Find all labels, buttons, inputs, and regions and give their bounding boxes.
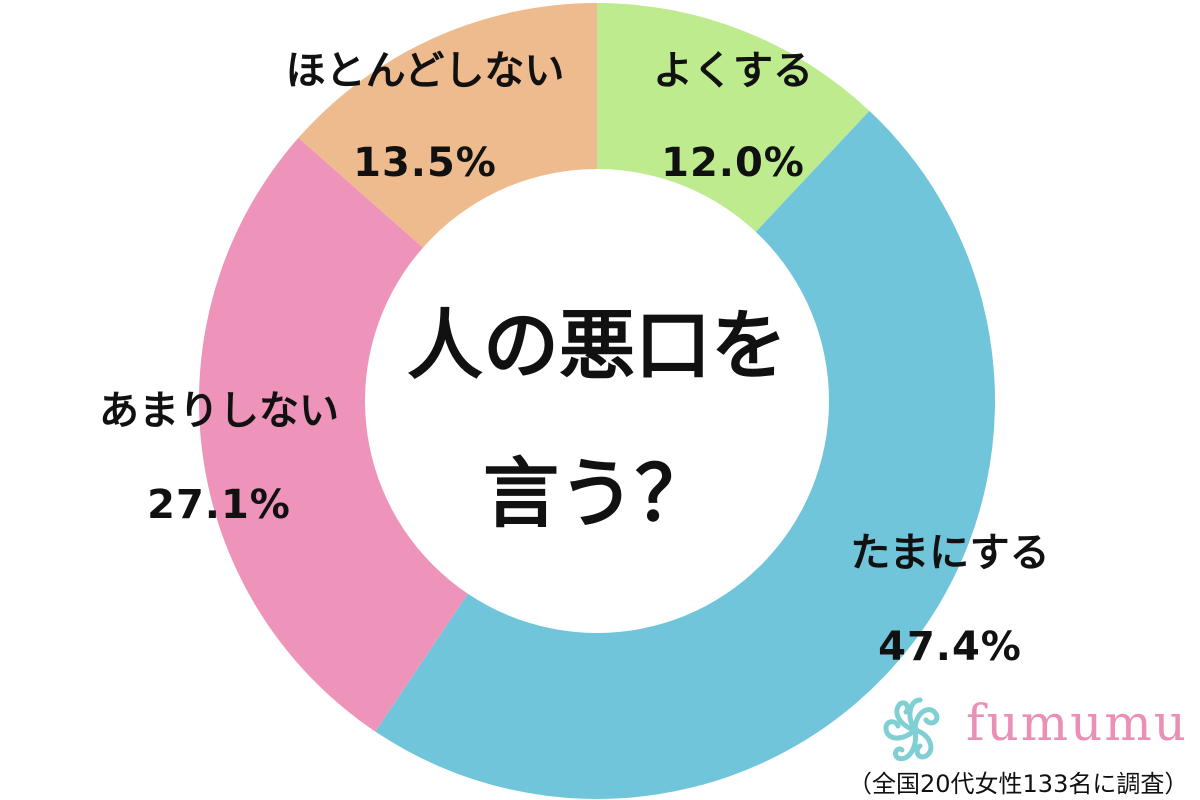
slice-value-tamanisuru: 47.4%: [878, 624, 1022, 670]
survey-footnote: （全国20代女性133名に調査）: [848, 770, 1189, 798]
donut-hole: [365, 169, 829, 633]
slice-label-yokusuru: よくする: [653, 48, 813, 94]
slice-label-amarishinai: あまりしない: [99, 388, 339, 434]
slice-label-tamanisuru: たまにする: [850, 530, 1049, 576]
slice-label-hotondoshinai: ほとんどしない: [286, 48, 565, 94]
center-title-line-1: 人の悪口を: [407, 301, 787, 390]
slice-value-hotondoshinai: 13.5%: [353, 140, 497, 186]
slice-value-amarishinai: 27.1%: [147, 482, 291, 528]
center-title: 人の悪口を 言う？: [407, 301, 787, 538]
flower-swirl-icon: [883, 697, 940, 762]
brand-name: fumumu: [966, 694, 1188, 752]
center-title-line-2: 言う？: [483, 449, 711, 538]
slice-labels: よくする 12.0% たまにする 47.4% あまりしない 27.1% ほとんど…: [99, 48, 1050, 670]
slice-value-yokusuru: 12.0%: [661, 140, 805, 186]
